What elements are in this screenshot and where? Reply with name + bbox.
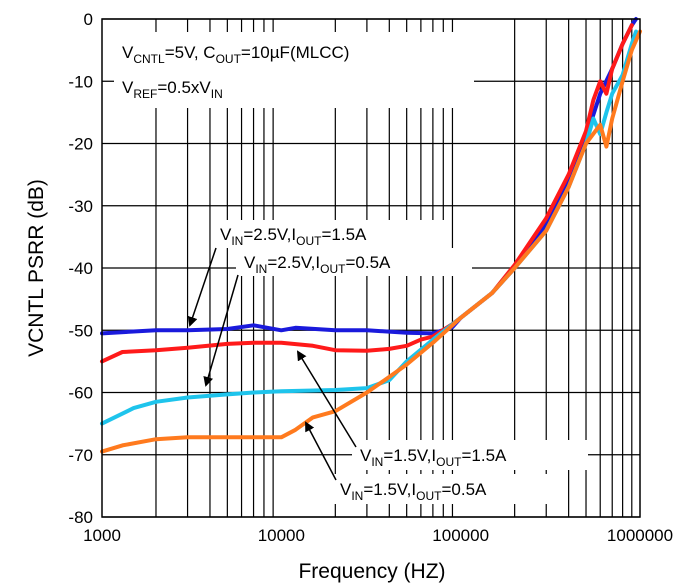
- label-text-1: VIN=2.5V,IOUT=1.5A: [220, 225, 367, 248]
- label-text-4: VIN=1.5V,IOUT=0.5A: [340, 480, 487, 503]
- y-tick-label: -30: [68, 197, 93, 216]
- x-axis-ticks: 1000 10000 100000 1000000: [83, 526, 673, 545]
- label-bg: [332, 474, 568, 504]
- arrow-4: [305, 421, 337, 481]
- conditions-annotation: VCNTL=5V, COUT=10µF(MLCC) VREF=0.5xVIN: [114, 32, 474, 108]
- label-vin2.5-iout1.5: VIN=2.5V,IOUT=1.5A: [212, 220, 448, 248]
- label-text-3: VIN=1.5V,IOUT=1.5A: [360, 446, 507, 469]
- x-tick-label: 1000000: [607, 526, 673, 545]
- y-axis-ticks: 0 -10 -20 -30 -40 -50 -60 -70 -80: [68, 10, 93, 527]
- x-tick-label: 100000: [432, 526, 489, 545]
- series-line-2: [100, 23, 634, 364]
- conditions-line-2: VREF=0.5xVIN: [122, 78, 223, 101]
- y-tick-label: -80: [68, 508, 93, 527]
- y-tick-label: -10: [68, 72, 93, 91]
- label-text-2: VIN=2.5V,IOUT=0.5A: [244, 253, 391, 276]
- y-tick-label: -60: [68, 384, 93, 403]
- x-tick-label: 1000: [83, 526, 121, 545]
- label-bg: [236, 248, 472, 276]
- y-tick-label: -20: [68, 135, 93, 154]
- y-tick-label: 0: [84, 10, 93, 29]
- arrow-1: [187, 247, 217, 327]
- plot-frame: [101, 18, 641, 518]
- label-vin1.5-iout1.5: VIN=1.5V,IOUT=1.5A: [352, 440, 588, 470]
- x-tick-label: 10000: [258, 526, 305, 545]
- x-axis-title: Frequency (HZ): [298, 560, 445, 583]
- conditions-background: [114, 32, 474, 108]
- label-vin2.5-iout0.5: VIN=2.5V,IOUT=0.5A: [236, 248, 472, 276]
- y-tick-label: -40: [68, 259, 93, 278]
- series-labels: VIN=2.5V,IOUT=1.5A VIN=2.5V,IOUT=0.5A VI…: [187, 220, 588, 504]
- label-bg: [352, 440, 588, 470]
- arrow-2: [203, 274, 239, 387]
- label-vin1.5-iout0.5: VIN=1.5V,IOUT=0.5A: [332, 474, 568, 504]
- y-tick-label: -70: [68, 446, 93, 465]
- y-tick-label: -50: [68, 321, 93, 340]
- series-group: [100, 17, 642, 454]
- label-bg: [212, 220, 448, 248]
- conditions-line-1: VCNTL=5V, COUT=10µF(MLCC): [122, 43, 349, 66]
- arrow-3: [296, 350, 357, 448]
- y-axis-title: VCNTL PSRR (dB): [25, 179, 48, 357]
- series-line-4: [100, 29, 642, 454]
